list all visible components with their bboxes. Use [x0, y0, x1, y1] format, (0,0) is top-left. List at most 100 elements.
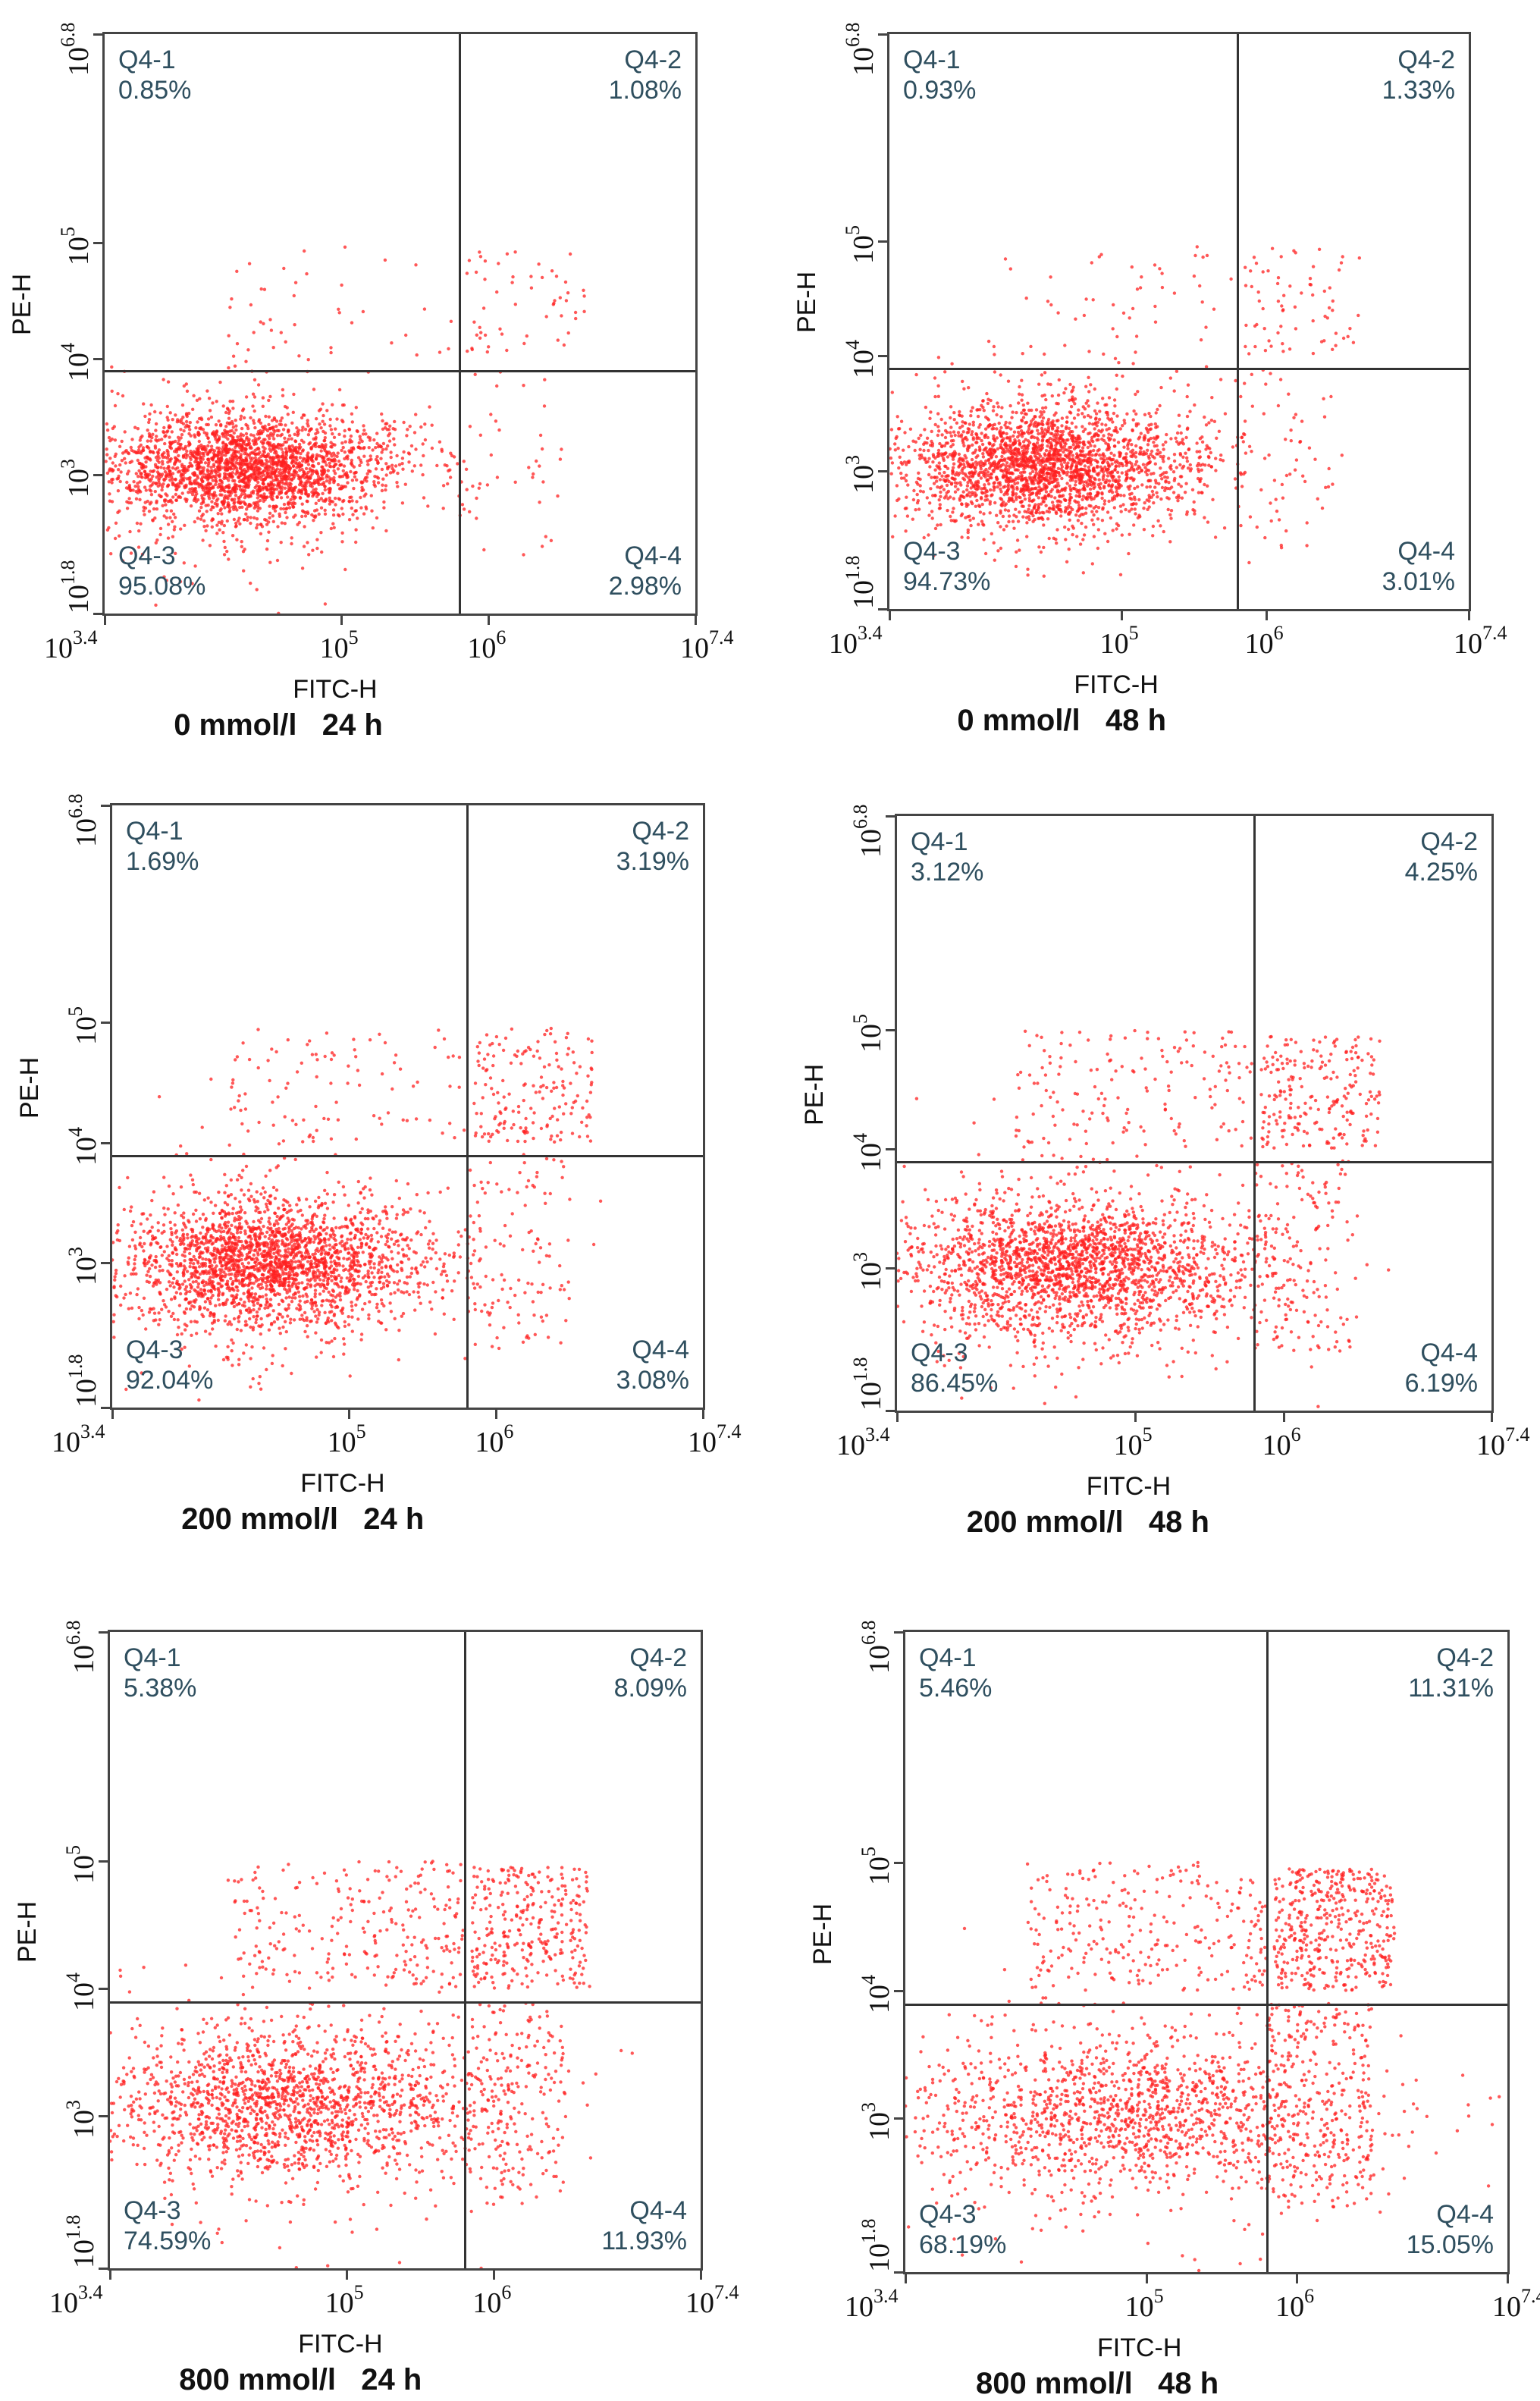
event-dot	[165, 509, 168, 512]
event-dot	[267, 484, 270, 487]
event-dot	[939, 503, 942, 506]
event-dot	[218, 381, 221, 384]
event-dot	[283, 477, 286, 480]
event-dot	[1105, 481, 1108, 484]
event-dot	[1079, 542, 1082, 545]
event-dot	[922, 490, 925, 493]
event-dots	[105, 34, 695, 614]
event-dot	[1045, 449, 1048, 452]
event-dot	[1119, 573, 1122, 576]
event-dot	[1050, 468, 1053, 471]
event-dot	[1115, 527, 1118, 530]
event-dot	[989, 511, 992, 514]
event-dot	[119, 480, 122, 483]
event-dot	[1012, 493, 1015, 496]
event-dot	[354, 541, 357, 544]
event-dot	[1051, 507, 1054, 510]
event-dot	[981, 443, 984, 446]
event-dot	[559, 457, 562, 460]
event-dot	[152, 482, 155, 485]
event-dot	[187, 425, 190, 428]
event-dot	[189, 450, 192, 453]
event-dot	[1112, 454, 1115, 457]
event-dot	[1186, 395, 1189, 398]
event-dot	[202, 472, 205, 475]
event-dot	[370, 494, 373, 497]
event-dot	[315, 508, 318, 511]
event-dot	[1016, 460, 1019, 463]
event-dot	[350, 507, 353, 510]
event-dot	[936, 425, 939, 428]
event-dot	[1044, 495, 1047, 498]
event-dot	[1093, 444, 1096, 447]
gate-vertical[interactable]	[459, 34, 461, 614]
event-dot	[285, 516, 288, 519]
event-dot	[381, 428, 384, 431]
event-dot	[328, 465, 331, 468]
event-dot	[312, 465, 315, 468]
event-dot	[954, 434, 957, 437]
event-dot	[362, 512, 365, 515]
event-dot	[893, 442, 896, 445]
event-dot	[305, 492, 308, 495]
event-dot	[140, 451, 143, 454]
event-dot	[135, 472, 138, 475]
event-dot	[1109, 452, 1112, 455]
event-dot	[1187, 466, 1190, 469]
event-dot	[341, 500, 344, 503]
event-dot	[974, 505, 977, 508]
event-dot	[1070, 390, 1073, 393]
event-dot	[1081, 446, 1084, 449]
event-dot	[987, 418, 990, 421]
event-dot	[193, 520, 196, 523]
event-dot	[169, 411, 172, 414]
event-dot	[220, 512, 223, 515]
event-dot	[162, 478, 165, 481]
event-dot	[1018, 439, 1021, 442]
event-dot	[1215, 437, 1218, 440]
event-dot	[191, 408, 194, 411]
event-dot	[1219, 378, 1222, 381]
event-dot	[1003, 469, 1006, 472]
event-dot	[1151, 534, 1154, 537]
event-dot	[228, 494, 231, 497]
event-dot	[1015, 551, 1018, 554]
event-dot	[1231, 445, 1234, 448]
event-dot	[1056, 426, 1059, 429]
event-dot	[374, 446, 377, 449]
event-dot	[1218, 430, 1221, 433]
event-dot	[292, 411, 295, 414]
event-dot	[993, 370, 996, 373]
event-dot	[522, 553, 525, 556]
event-dot	[262, 438, 265, 441]
event-dot	[989, 500, 992, 503]
event-dot	[1063, 526, 1066, 529]
event-dot	[545, 315, 548, 318]
event-dot	[246, 348, 249, 351]
event-dot	[215, 429, 218, 432]
event-dot	[294, 281, 297, 284]
event-dot	[293, 470, 296, 473]
event-dot	[231, 422, 234, 425]
event-dot	[292, 464, 295, 467]
event-dot	[406, 428, 409, 431]
event-dot	[320, 507, 323, 510]
event-dot	[981, 503, 984, 506]
event-dot	[1134, 512, 1137, 515]
event-dot	[136, 459, 140, 462]
event-dot	[307, 433, 310, 436]
event-dot	[184, 453, 187, 456]
event-dot	[126, 507, 129, 510]
event-dot	[950, 435, 953, 438]
gate-horizontal[interactable]	[105, 370, 695, 372]
event-dot	[332, 465, 335, 468]
event-dot	[890, 428, 893, 431]
event-dot	[252, 501, 256, 504]
event-dot	[1074, 425, 1077, 428]
event-dot	[350, 499, 353, 502]
event-dot	[1200, 491, 1203, 494]
event-dot	[919, 434, 922, 437]
event-dot	[307, 553, 310, 556]
event-dot	[145, 488, 148, 491]
event-dot	[165, 449, 168, 452]
